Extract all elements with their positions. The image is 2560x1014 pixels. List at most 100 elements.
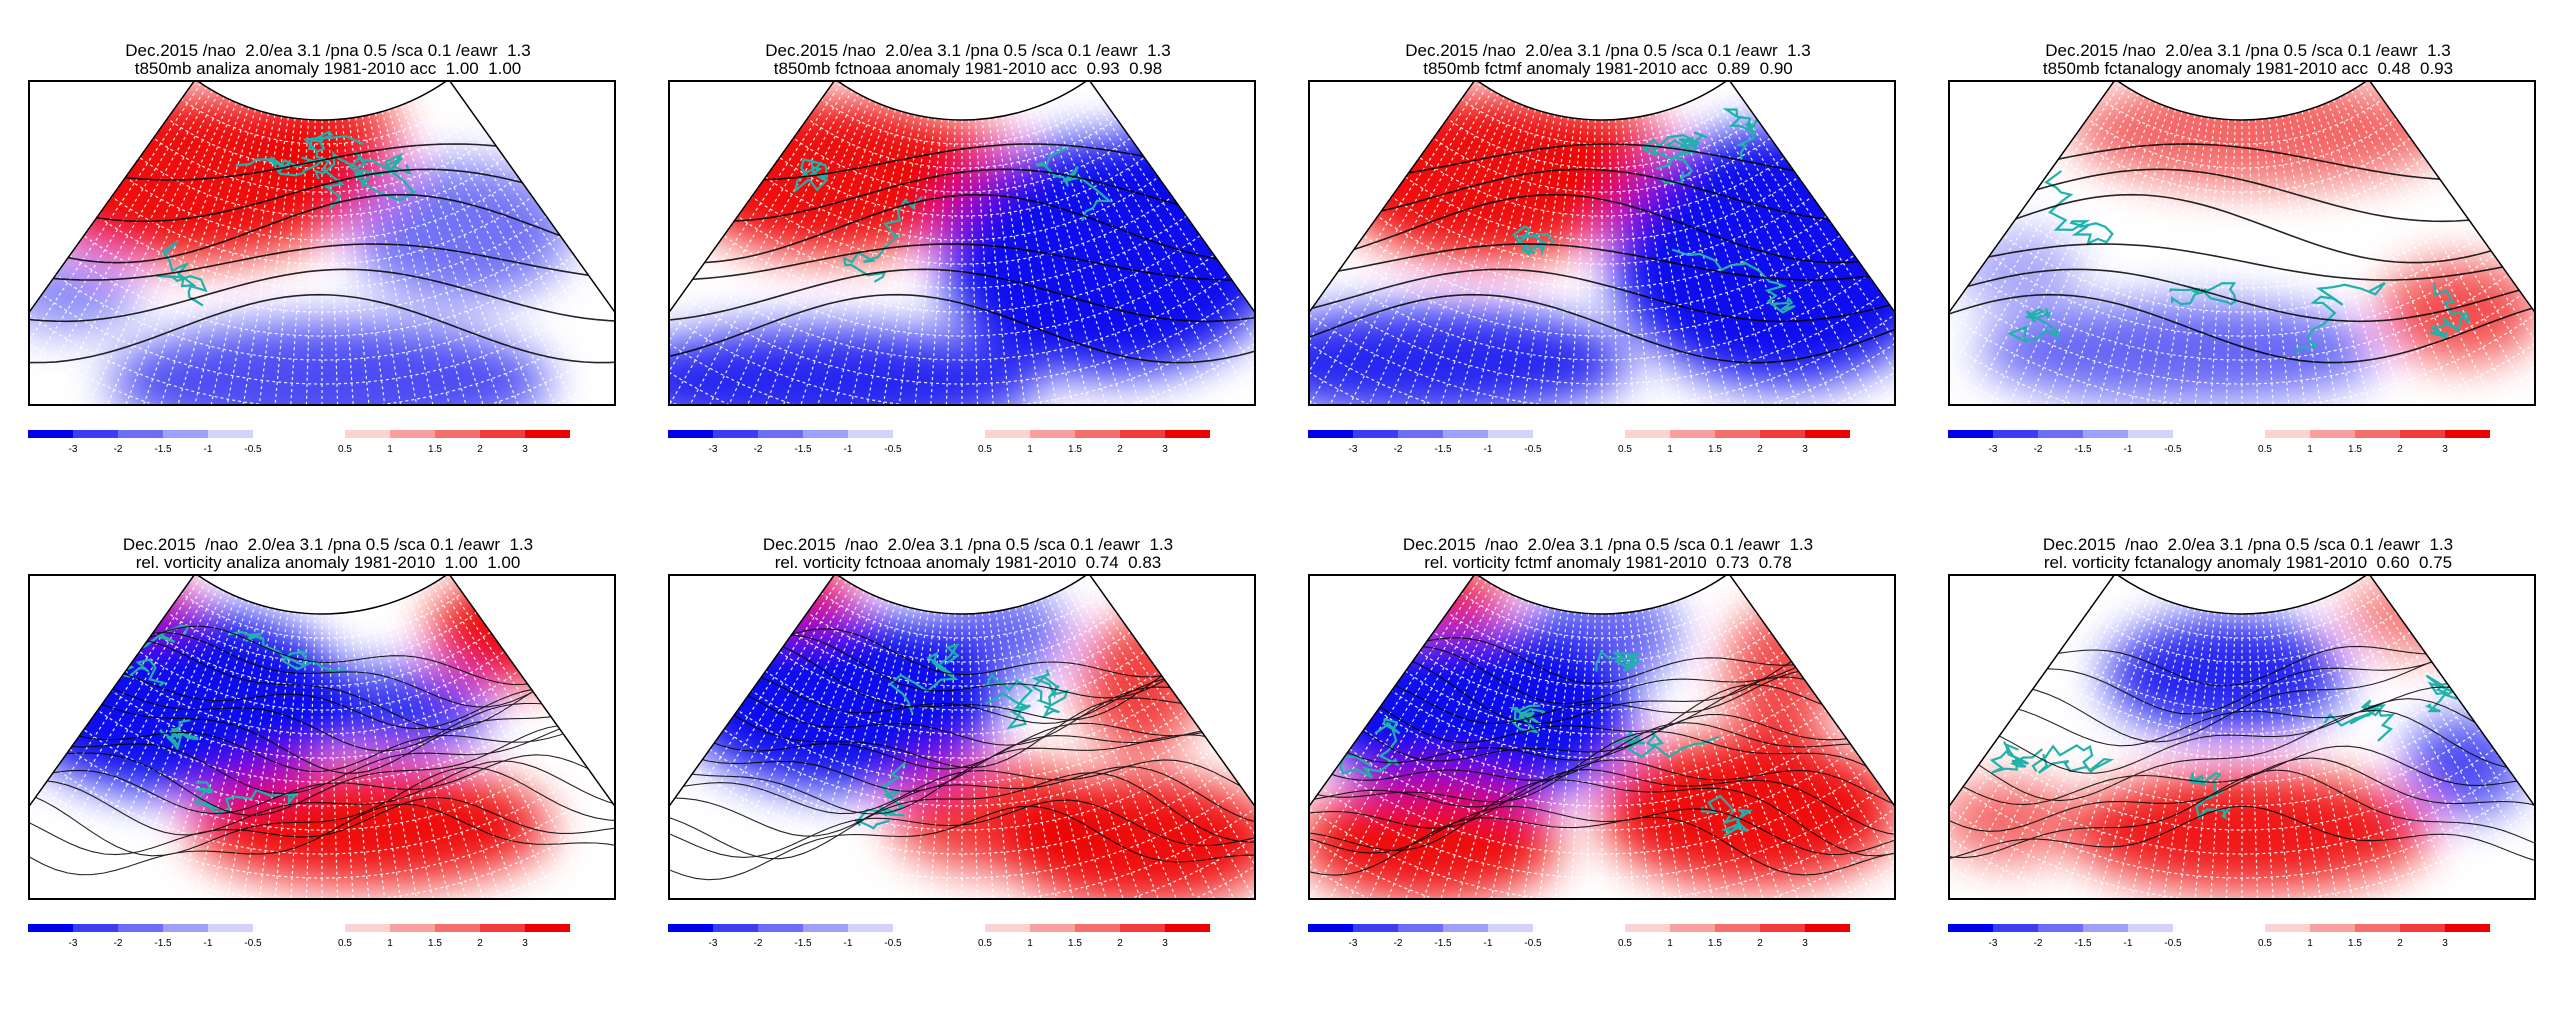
parallel <box>1950 82 2534 385</box>
meridian <box>1976 96 2145 404</box>
meridian <box>73 593 231 898</box>
colorbar-label: 1.5 <box>2348 938 2362 949</box>
colorbar-svg: -3 -2 -1.5 -1 -0.5 0.5 1 1.5 2 3 <box>28 430 570 455</box>
contour-line <box>1310 722 1894 781</box>
colorbar-svg: -3 -2 -1.5 -1 -0.5 0.5 1 1.5 2 3 <box>668 924 1210 949</box>
meridian <box>1034 107 1160 404</box>
coastline-segment <box>1595 650 1642 672</box>
meridian <box>1661 111 1766 404</box>
meridian <box>374 113 468 404</box>
colorbar-swatch <box>713 924 758 932</box>
meridian <box>1950 576 2122 887</box>
meridian <box>1950 90 2133 404</box>
panel-title-line2: t850mb fctnoaa anomaly 1981-2010 acc 0.9… <box>773 59 1163 78</box>
meridian <box>713 99 871 404</box>
meridian <box>2288 608 2370 898</box>
colorbar-swatch <box>1120 924 1165 932</box>
meridian <box>1053 593 1211 898</box>
contour-line <box>1950 293 2534 364</box>
meridian <box>1353 593 1511 898</box>
meridian <box>406 102 554 404</box>
contour-line <box>1950 709 2534 802</box>
parallel <box>670 576 1254 735</box>
parallel <box>670 82 1254 313</box>
colorbar-label: 1.5 <box>1708 444 1722 455</box>
coastline-segment <box>1989 741 2044 774</box>
meridian <box>341 119 378 404</box>
contour-line <box>1950 243 2534 281</box>
colorbar-swatch <box>1165 430 1210 438</box>
parallel <box>1310 82 1894 217</box>
meridian <box>2314 107 2440 404</box>
colorbar-swatch <box>2128 924 2173 932</box>
coastline-segment <box>2044 170 2114 246</box>
colorbar-swatch <box>803 430 848 438</box>
parallel <box>30 576 614 711</box>
meridian <box>1404 107 1530 404</box>
meridian <box>400 104 538 404</box>
meridian <box>974 613 1000 898</box>
meridian <box>2026 598 2164 898</box>
meridian <box>1583 613 1596 898</box>
anomaly-blob <box>1130 107 1250 197</box>
meridian <box>2254 119 2280 404</box>
colorbar-label: -0.5 <box>244 938 262 949</box>
meridian <box>2320 598 2458 898</box>
meridian <box>106 598 244 898</box>
contour-line <box>1950 168 2534 223</box>
parallel <box>30 82 614 217</box>
meridian <box>2061 603 2177 898</box>
meridian <box>2150 611 2209 898</box>
colorbar-label: 2 <box>1117 444 1123 455</box>
colorbar-swatch <box>208 430 253 438</box>
panel-title-line2: t850mb fctmf anomaly 1981-2010 acc 0.89 … <box>1423 59 1793 78</box>
meridian <box>906 613 943 898</box>
colorbar-swatch <box>1670 924 1715 932</box>
colorbar-label: 2 <box>1757 444 1763 455</box>
colorbar-label: -0.5 <box>2164 444 2182 455</box>
colorbar-label: -2 <box>754 444 763 455</box>
map-svg <box>1950 576 2534 898</box>
parallel <box>30 576 614 735</box>
meridian <box>1071 90 1254 404</box>
map-panel-1: Dec.2015 /nao 2.0/ea 3.1 /pna 0.5 /sca 0… <box>28 40 628 520</box>
meridian <box>30 86 208 403</box>
colorbar-svg: -3 -2 -1.5 -1 -0.5 0.5 1 1.5 2 3 <box>1948 430 2490 455</box>
meridian <box>442 82 614 393</box>
colorbar-swatch <box>985 924 1030 932</box>
contour-line <box>1950 686 2534 747</box>
meridian <box>2254 613 2280 898</box>
colorbar-swatch <box>118 924 163 932</box>
colorbar-swatch <box>28 430 73 438</box>
meridian <box>730 596 878 898</box>
meridian <box>696 590 865 898</box>
contour-line <box>30 714 614 773</box>
meridian <box>341 613 378 898</box>
contour-line <box>670 766 1254 837</box>
meridian <box>2362 82 2534 393</box>
colorbar-label: 1 <box>387 938 393 949</box>
meridian <box>1082 576 1254 887</box>
meridian <box>194 114 276 404</box>
meridian <box>1722 82 1894 393</box>
meridian <box>2301 605 2406 898</box>
colorbar-label: -0.5 <box>884 938 902 949</box>
map-svg <box>670 82 1254 404</box>
anomaly-blob <box>260 82 400 202</box>
meridian <box>852 116 923 404</box>
domain-outline <box>670 576 1254 807</box>
coastline-segment <box>793 158 829 193</box>
meridian <box>1674 601 1800 898</box>
contour-line <box>670 759 1254 815</box>
meridian <box>1950 82 2122 393</box>
map-svg <box>1950 82 2534 404</box>
colorbar-swatch <box>1165 924 1210 932</box>
meridian <box>670 580 848 897</box>
meridian <box>30 82 202 393</box>
colorbar-swatch <box>2083 430 2128 438</box>
meridian <box>2339 590 2508 898</box>
contour-line <box>30 724 614 816</box>
coastline-segment <box>2294 282 2386 354</box>
domain-outline <box>30 82 614 313</box>
colorbar-swatch <box>803 924 848 932</box>
